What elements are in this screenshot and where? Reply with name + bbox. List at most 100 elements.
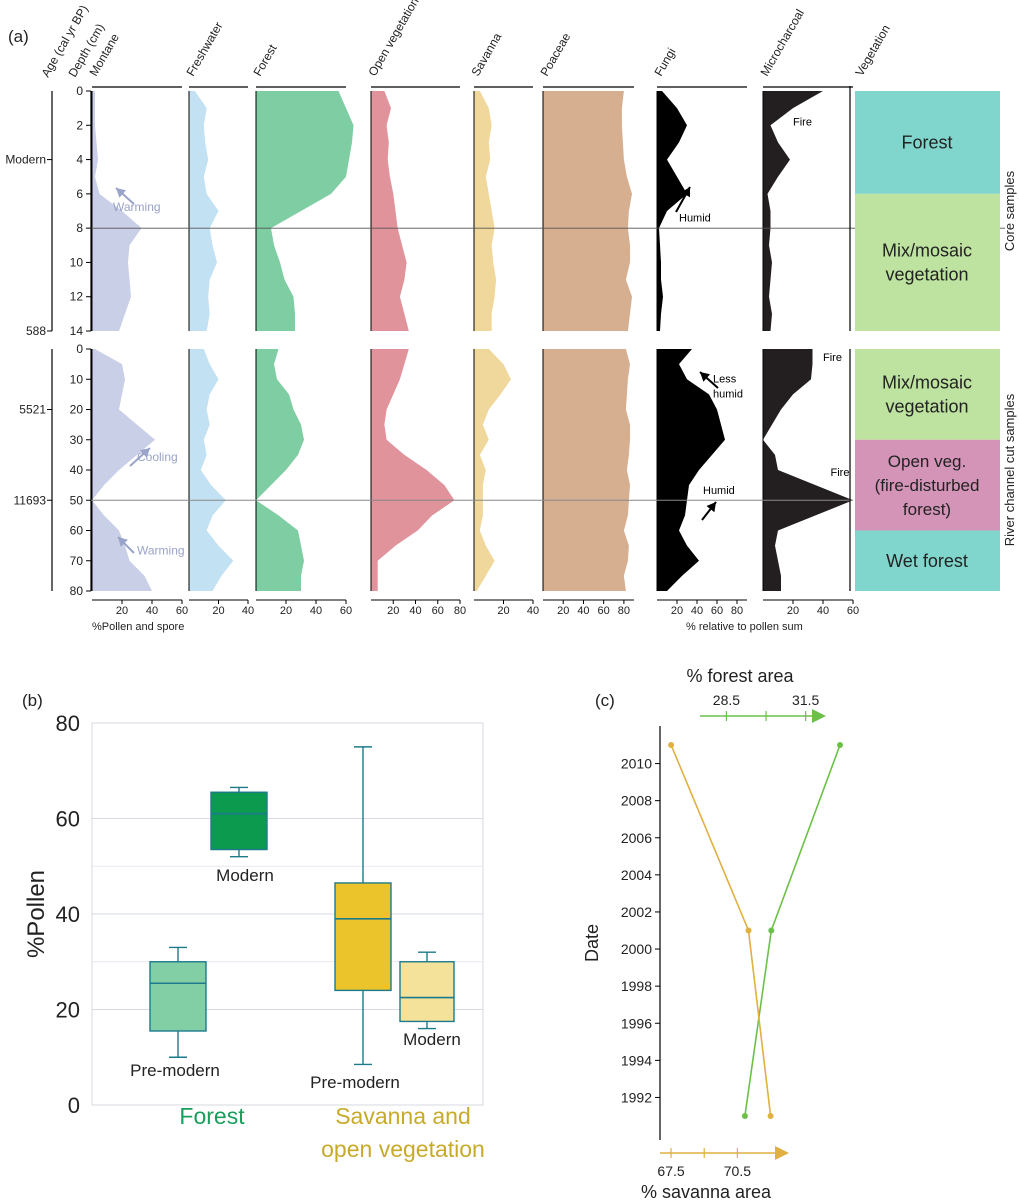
column-header-savanna: Savanna: [468, 30, 504, 78]
axis-title-forest-area: % forest area: [686, 666, 794, 686]
area-freshwater-river: [189, 349, 234, 591]
column-header-microcharcoal: Microcharcoal: [757, 7, 806, 79]
axis-tick-label: 70.5: [724, 1163, 751, 1179]
depth-tick-label: 30: [70, 433, 84, 447]
column-header-poaceae: Poaceae: [537, 30, 573, 78]
depth-tick-label: 14: [70, 324, 84, 338]
vegetation-zone-label: Mix/mosaic: [882, 372, 972, 392]
x-tick-label: 20: [116, 605, 128, 617]
area-open_vegetation-river: [371, 349, 455, 591]
annotation-humid: Humid: [679, 212, 711, 224]
line-forest-area: [744, 744, 841, 1117]
x-tick-label: 20: [497, 605, 509, 617]
x-tick-label: 40: [409, 605, 421, 617]
x-tick-label: 20: [787, 605, 799, 617]
x-tick-label: 60: [176, 605, 188, 617]
age-label: Modern: [5, 153, 46, 167]
date-tick-label: 2002: [621, 904, 652, 920]
depth-tick-label: 12: [70, 290, 84, 304]
river-samples-label: River channel cut samples: [1002, 393, 1017, 546]
panel-label-a: (a): [8, 27, 29, 46]
area-open_vegetation-core: [371, 91, 409, 331]
vegetation-zone-label: Wet forest: [886, 551, 968, 571]
vegetation-zone: [855, 530, 1000, 591]
date-tick-label: 2010: [621, 756, 652, 772]
point-savanna-area: [668, 742, 675, 748]
x-tick-label: 40: [577, 605, 589, 617]
date-tick-label: 2006: [621, 830, 652, 846]
date-tick-label: 2004: [621, 867, 652, 883]
y-tick-label: 0: [68, 1093, 80, 1118]
point-savanna-area: [745, 927, 752, 934]
area-poaceae-core: [543, 91, 632, 331]
group-label-savanna-and-open-vegetation: Savanna and: [335, 1103, 471, 1129]
x-tick-label: 40: [146, 605, 158, 617]
date-tick-label: 1994: [621, 1052, 652, 1068]
x-tick-label: 20: [557, 605, 569, 617]
date-tick-label: 1998: [621, 978, 652, 994]
panel-b-box-plot: 0 20 40 60 80 %Pollen Pre-modern Modern Pre-mode…: [23, 711, 485, 1162]
vegetation-zone-label: (fire-disturbed: [875, 476, 980, 495]
vegetation-zone-label: Forest: [901, 132, 952, 152]
column-header-fungi: Fungi: [651, 45, 678, 78]
depth-tick-label: 0: [76, 342, 83, 356]
depth-tick-label: 80: [70, 584, 84, 598]
box-savanna-and-open-vegetation-pre-modern: [334, 882, 392, 992]
area-savanna-river: [474, 349, 511, 591]
depth-tick-label: 20: [70, 403, 84, 417]
date-tick-label: 2008: [621, 793, 652, 809]
x-tick-label: 60: [432, 605, 444, 617]
x-tick-label: 40: [527, 605, 539, 617]
y-tick-label: 40: [56, 902, 80, 927]
x-tick-label: 40: [310, 605, 322, 617]
area-poaceae-river: [543, 349, 630, 591]
area-montane-river: [92, 349, 155, 591]
annotation-arrowhead-icon: [140, 448, 150, 458]
axis-arrow-icon: [812, 709, 826, 723]
depth-tick-label: 60: [70, 524, 84, 538]
group-label-forest: Forest: [179, 1103, 245, 1129]
y-tick-label: 20: [56, 998, 80, 1023]
annotation-fire: Fire: [793, 116, 812, 128]
group-label-savanna-and-open-vegetation: open vegetation: [321, 1136, 485, 1162]
annotation-arrowhead-icon: [681, 187, 690, 198]
depth-tick-label: 70: [70, 554, 84, 568]
area-fungi-core: [657, 91, 687, 331]
annotation-fire: Fire: [823, 352, 842, 364]
x-axis-label-relative: % relative to pollen sum: [686, 621, 803, 633]
point-forest-area: [768, 927, 775, 934]
date-tick-label: 1996: [621, 1015, 652, 1031]
age-label: 588: [26, 324, 46, 338]
vegetation-zone: [855, 439, 1000, 531]
axis-tick-label: 28.5: [713, 692, 740, 708]
point-forest-area: [741, 1113, 748, 1119]
x-tick-label: 20: [671, 605, 683, 617]
panel-label-c: (c): [595, 691, 615, 710]
depth-tick-label: 6: [76, 187, 83, 201]
annotation-arrowhead-icon: [116, 188, 126, 198]
annotation-arrowhead-icon: [706, 502, 716, 513]
age-label: 11693: [14, 493, 47, 507]
area-forest-river: [256, 349, 304, 591]
area-fungi-river: [657, 349, 725, 591]
annotation-humid: Humid: [703, 485, 735, 497]
depth-tick-label: 40: [70, 463, 84, 477]
x-tick-label: 60: [340, 605, 352, 617]
area-freshwater-core: [189, 91, 219, 331]
annotation-fire: Fire: [831, 467, 850, 479]
x-tick-label: 80: [731, 605, 743, 617]
depth-tick-label: 10: [70, 372, 84, 386]
annotation-warming: Warming: [113, 200, 161, 214]
column-header-forest: Forest: [250, 41, 279, 78]
x-tick-label: 40: [691, 605, 703, 617]
y-axis-title: %Pollen: [23, 870, 50, 958]
annotation-humid: humid: [713, 388, 743, 400]
x-tick-label: 20: [387, 605, 399, 617]
date-tick-label: 1992: [621, 1089, 652, 1105]
y-tick-label: 80: [56, 711, 80, 736]
x-tick-label: 60: [598, 605, 610, 617]
vegetation-zone: [855, 349, 1000, 440]
vegetation-zone-label: Open veg.: [888, 452, 966, 471]
box-label: Pre-modern: [130, 1061, 220, 1080]
